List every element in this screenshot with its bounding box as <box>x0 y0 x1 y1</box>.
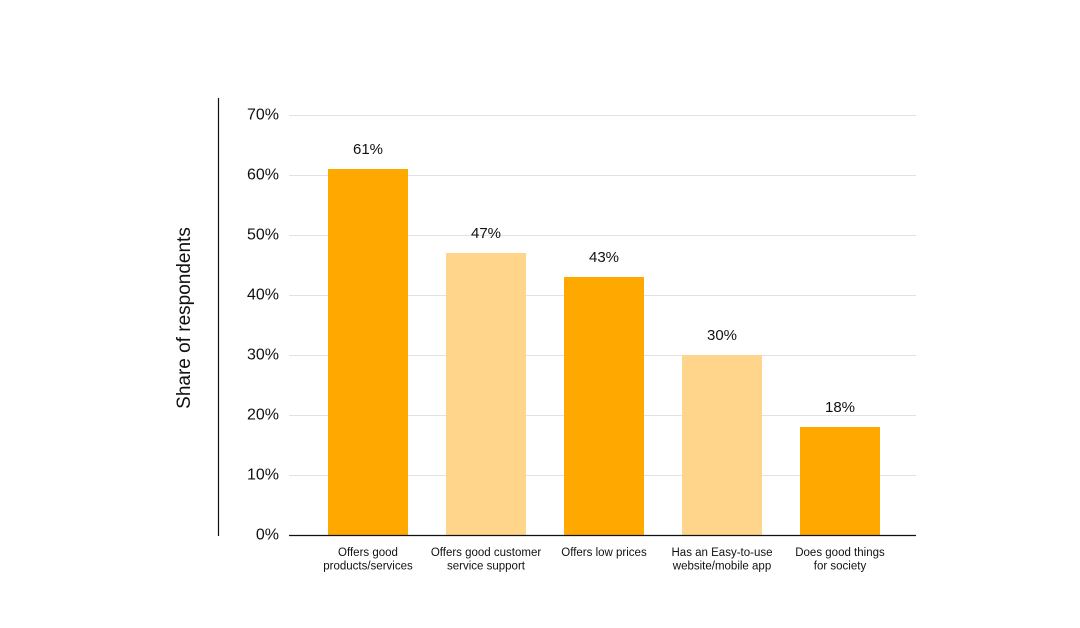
category-label-line: Offers good customer <box>431 547 542 559</box>
category-label-line: Offers good <box>338 547 398 559</box>
bar-5 <box>800 427 880 535</box>
y-tick-label-0: 0% <box>256 527 279 544</box>
y-tick-label-10: 10% <box>247 467 279 484</box>
category-label-line: Offers low prices <box>561 547 647 559</box>
y-tick-label-50: 50% <box>247 227 279 244</box>
y-tick-label-60: 60% <box>247 167 279 184</box>
bar-1 <box>328 169 408 535</box>
category-labels: Offers good products/services Offers good … <box>323 547 885 573</box>
category-label-line: Has an Easy-to-use <box>672 547 773 559</box>
value-label-3: 43% <box>589 249 619 266</box>
y-tick-label-30: 30% <box>247 347 279 364</box>
value-label-5: 18% <box>825 399 855 416</box>
bar-3 <box>564 277 644 535</box>
category-label-4: Has an Easy-to-use website/mobile app <box>672 547 773 573</box>
value-label-4: 30% <box>707 327 737 344</box>
category-label-1: Offers good products/services <box>323 547 413 573</box>
category-label-line: website/mobile app <box>672 561 771 573</box>
y-tick-label-70: 70% <box>247 107 279 124</box>
y-tick-label-40: 40% <box>247 287 279 304</box>
category-label-3: Offers low prices <box>561 547 647 559</box>
value-labels: 61% 47% 43% 30% 18% <box>353 141 855 416</box>
category-label-5: Does good things for society <box>795 547 885 573</box>
y-tick-label-20: 20% <box>247 407 279 424</box>
category-label-2: Offers good customer service support <box>431 547 542 573</box>
y-axis-ticks: 0% 10% 20% 30% 40% 50% 60% 70% <box>247 107 279 544</box>
category-label-line: products/services <box>323 561 413 573</box>
category-label-line: for society <box>814 561 867 573</box>
category-label-line: service support <box>447 561 526 573</box>
bars <box>328 169 880 535</box>
category-label-line: Does good things <box>795 547 885 559</box>
bar-2 <box>446 253 526 535</box>
value-label-1: 61% <box>353 141 383 158</box>
y-axis-title: Share of respondents <box>174 227 195 409</box>
value-label-2: 47% <box>471 225 501 242</box>
bar-4 <box>682 355 762 535</box>
